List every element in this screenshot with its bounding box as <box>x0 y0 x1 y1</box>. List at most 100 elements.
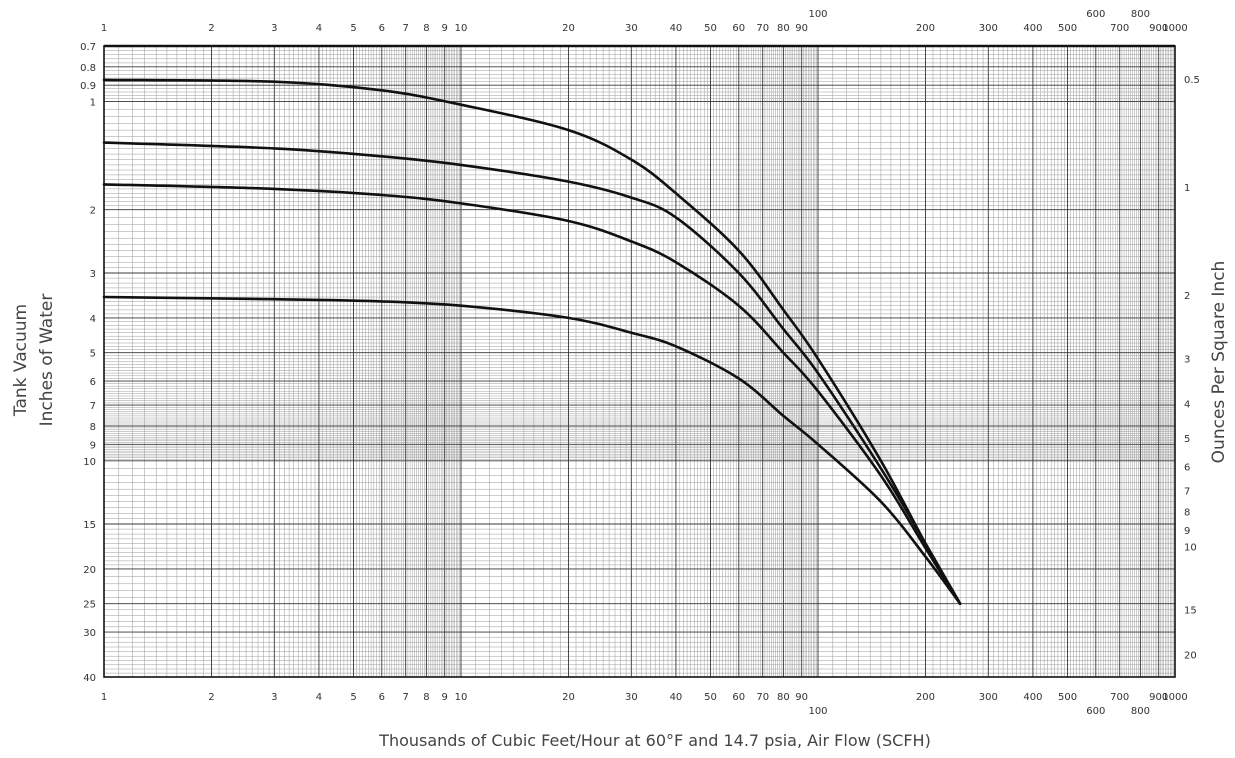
x-tick-bottom-8: 8 <box>423 692 429 703</box>
y-tick-left-0.9: 0.9 <box>80 81 96 92</box>
y-tick-left-7: 7 <box>90 401 96 412</box>
y-tick-left-3: 3 <box>90 269 96 280</box>
x-tick-top-100: 100 <box>808 9 827 20</box>
x-tick-bottom-10: 10 <box>455 692 468 703</box>
y-tick-right-7: 7 <box>1184 487 1190 498</box>
x-tick-bottom-20: 20 <box>562 692 575 703</box>
y-tick-left-25: 25 <box>83 600 96 611</box>
x-tick-bottom-90: 90 <box>795 692 808 703</box>
y-tick-left-0.8: 0.8 <box>80 63 96 74</box>
y-tick-left-2: 2 <box>90 206 96 217</box>
x-tick-bottom-60: 60 <box>732 692 745 703</box>
x-tick-top-5: 5 <box>350 23 356 34</box>
curve-1 <box>102 78 962 605</box>
y-tick-right-0.5: 0.5 <box>1184 75 1200 86</box>
x-tick-bottom-3: 3 <box>271 692 277 703</box>
x-tick-top-50: 50 <box>704 23 717 34</box>
x-tick-top-1000: 1000 <box>1162 23 1187 34</box>
x-tick-bottom-100: 100 <box>808 706 827 717</box>
y2-axis-title: Ounces Per Square Inch <box>1209 261 1229 464</box>
x-tick-top-4: 4 <box>316 23 322 34</box>
x-tick-top-90: 90 <box>795 23 808 34</box>
x-tick-top-600: 600 <box>1086 9 1105 20</box>
y-tick-left-9: 9 <box>90 440 96 451</box>
x-axis-title: Thousands of Cubic Feet/Hour at 60°F and… <box>378 731 931 750</box>
y-tick-right-10: 10 <box>1184 542 1197 553</box>
y-tick-left-10: 10 <box>83 457 96 468</box>
y-tick-left-40: 40 <box>83 673 96 684</box>
tick-labels: 1122334455667788991010202030304040505060… <box>80 9 1200 717</box>
fine-grid-lines <box>103 45 1176 678</box>
x-tick-bottom-70: 70 <box>756 692 769 703</box>
x-tick-top-7: 7 <box>403 23 409 34</box>
y-axis-title-line1: Tank Vacuum <box>11 304 31 417</box>
y-tick-right-1: 1 <box>1184 183 1190 194</box>
x-tick-bottom-700: 700 <box>1110 692 1129 703</box>
x-tick-top-6: 6 <box>379 23 385 34</box>
y-tick-right-20: 20 <box>1184 650 1197 661</box>
y-axis-title-line2: Inches of Water <box>37 294 57 427</box>
plot-frame <box>103 45 1176 678</box>
y-tick-left-0.7: 0.7 <box>80 42 96 53</box>
x-tick-top-900: 900 <box>1149 23 1168 34</box>
x-tick-bottom-1: 1 <box>101 692 107 703</box>
x-tick-bottom-400: 400 <box>1023 692 1042 703</box>
x-tick-top-500: 500 <box>1058 23 1077 34</box>
x-tick-top-3: 3 <box>271 23 277 34</box>
y-tick-left-6: 6 <box>90 377 96 388</box>
y-tick-right-5: 5 <box>1184 434 1190 445</box>
x-tick-bottom-40: 40 <box>670 692 683 703</box>
x-tick-top-200: 200 <box>916 23 935 34</box>
x-tick-top-30: 30 <box>625 23 638 34</box>
y-tick-right-8: 8 <box>1184 507 1190 518</box>
x-tick-bottom-300: 300 <box>979 692 998 703</box>
x-tick-top-8: 8 <box>423 23 429 34</box>
x-tick-top-700: 700 <box>1110 23 1129 34</box>
y-tick-left-1: 1 <box>90 98 96 109</box>
x-tick-bottom-800: 800 <box>1131 706 1150 717</box>
x-tick-bottom-30: 30 <box>625 692 638 703</box>
y-tick-left-4: 4 <box>90 314 96 325</box>
curve-2 <box>102 141 962 605</box>
x-tick-bottom-1000: 1000 <box>1162 692 1187 703</box>
y-tick-right-2: 2 <box>1184 291 1190 302</box>
x-tick-bottom-6: 6 <box>379 692 385 703</box>
x-tick-top-800: 800 <box>1131 9 1150 20</box>
major-grid <box>103 44 1176 678</box>
y-tick-left-8: 8 <box>90 422 96 433</box>
flow-curves <box>102 78 962 605</box>
x-tick-bottom-50: 50 <box>704 692 717 703</box>
x-tick-top-10: 10 <box>455 23 468 34</box>
x-tick-top-60: 60 <box>732 23 745 34</box>
x-tick-bottom-200: 200 <box>916 692 935 703</box>
fine-grid <box>103 45 1176 678</box>
x-tick-bottom-500: 500 <box>1058 692 1077 703</box>
x-tick-bottom-5: 5 <box>350 692 356 703</box>
y-tick-left-5: 5 <box>90 349 96 360</box>
y-tick-left-20: 20 <box>83 565 96 576</box>
x-tick-bottom-900: 900 <box>1149 692 1168 703</box>
major-grid-lines <box>103 45 1176 678</box>
curve-4 <box>102 295 962 605</box>
x-tick-bottom-7: 7 <box>403 692 409 703</box>
x-tick-bottom-2: 2 <box>208 692 214 703</box>
y-tick-left-15: 15 <box>83 520 96 531</box>
x-tick-bottom-9: 9 <box>441 692 447 703</box>
x-tick-top-20: 20 <box>562 23 575 34</box>
y-tick-right-3: 3 <box>1184 354 1190 365</box>
y-tick-right-6: 6 <box>1184 463 1190 474</box>
x-tick-top-300: 300 <box>979 23 998 34</box>
x-tick-top-1: 1 <box>101 23 107 34</box>
x-tick-top-400: 400 <box>1023 23 1042 34</box>
curve-3 <box>102 183 962 605</box>
x-tick-top-80: 80 <box>777 23 790 34</box>
x-tick-top-9: 9 <box>441 23 447 34</box>
x-tick-top-2: 2 <box>208 23 214 34</box>
x-tick-top-40: 40 <box>670 23 683 34</box>
y-tick-left-30: 30 <box>83 628 96 639</box>
y-tick-right-9: 9 <box>1184 526 1190 537</box>
x-tick-bottom-600: 600 <box>1086 706 1105 717</box>
y-tick-right-15: 15 <box>1184 606 1197 617</box>
y-tick-right-4: 4 <box>1184 399 1190 410</box>
